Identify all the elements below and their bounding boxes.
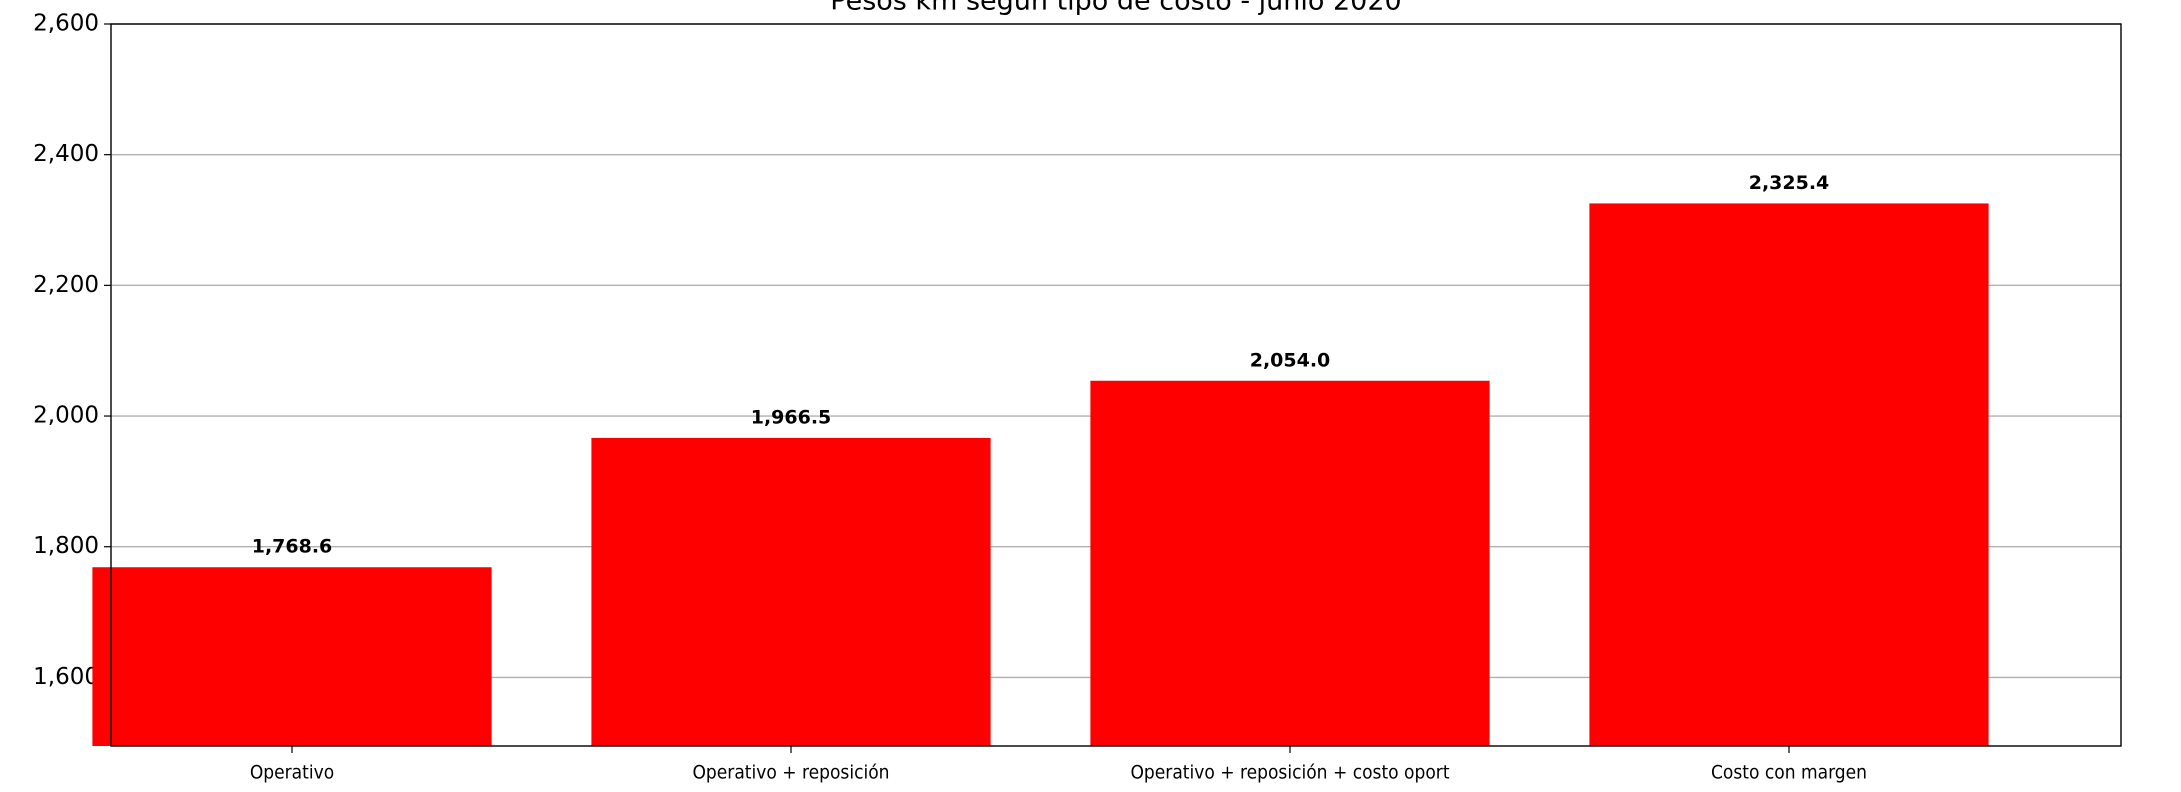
x-tick-label: Operativo + reposición + costo oport	[1130, 762, 1449, 784]
y-tick-label: 2,000	[33, 403, 99, 429]
y-tick-label: 2,200	[33, 272, 99, 298]
plot-frame	[110, 23, 2122, 747]
chart-title: Pesos km según tipo de costo - junio 202…	[830, 0, 1401, 17]
value-label: 2,325.4	[1749, 172, 1830, 194]
value-label: 1,966.5	[751, 406, 832, 428]
value-label: 2,054.0	[1250, 349, 1331, 371]
value-label: 1,768.6	[252, 536, 333, 558]
x-tick-label: Costo con margen	[1711, 762, 1867, 784]
x-tick-label: Operativo	[250, 762, 334, 784]
y-tick-label: 1,800	[33, 533, 99, 559]
x-tick-label: Operativo + reposición	[692, 762, 889, 784]
y-tick-label: 1,600	[33, 664, 99, 690]
bar	[1090, 380, 1490, 746]
bar	[591, 437, 991, 746]
bar	[92, 567, 492, 746]
y-tick-label: 2,600	[33, 11, 99, 37]
y-tick-label: 2,400	[33, 141, 99, 167]
bar	[1589, 203, 1989, 747]
